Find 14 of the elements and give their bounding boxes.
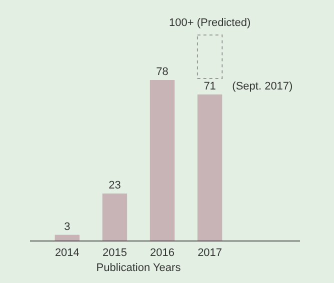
x-tick-label: 2016 (150, 247, 175, 259)
bar (197, 94, 222, 241)
x-tick-label: 2015 (102, 247, 127, 259)
annotation: (Sept. 2017) (232, 80, 293, 92)
data-label: 78 (156, 66, 168, 78)
x-tick-label: 2017 (198, 247, 222, 259)
data-label: 3 (64, 220, 70, 233)
x-tick-label: 2014 (54, 247, 80, 259)
data-label: 23 (108, 180, 121, 192)
bar (150, 80, 175, 241)
bar (102, 194, 128, 241)
data-label: 71 (204, 80, 216, 92)
x-axis-title: Publication Years (96, 262, 182, 274)
text: 100+ (Predicted) (168, 17, 251, 29)
